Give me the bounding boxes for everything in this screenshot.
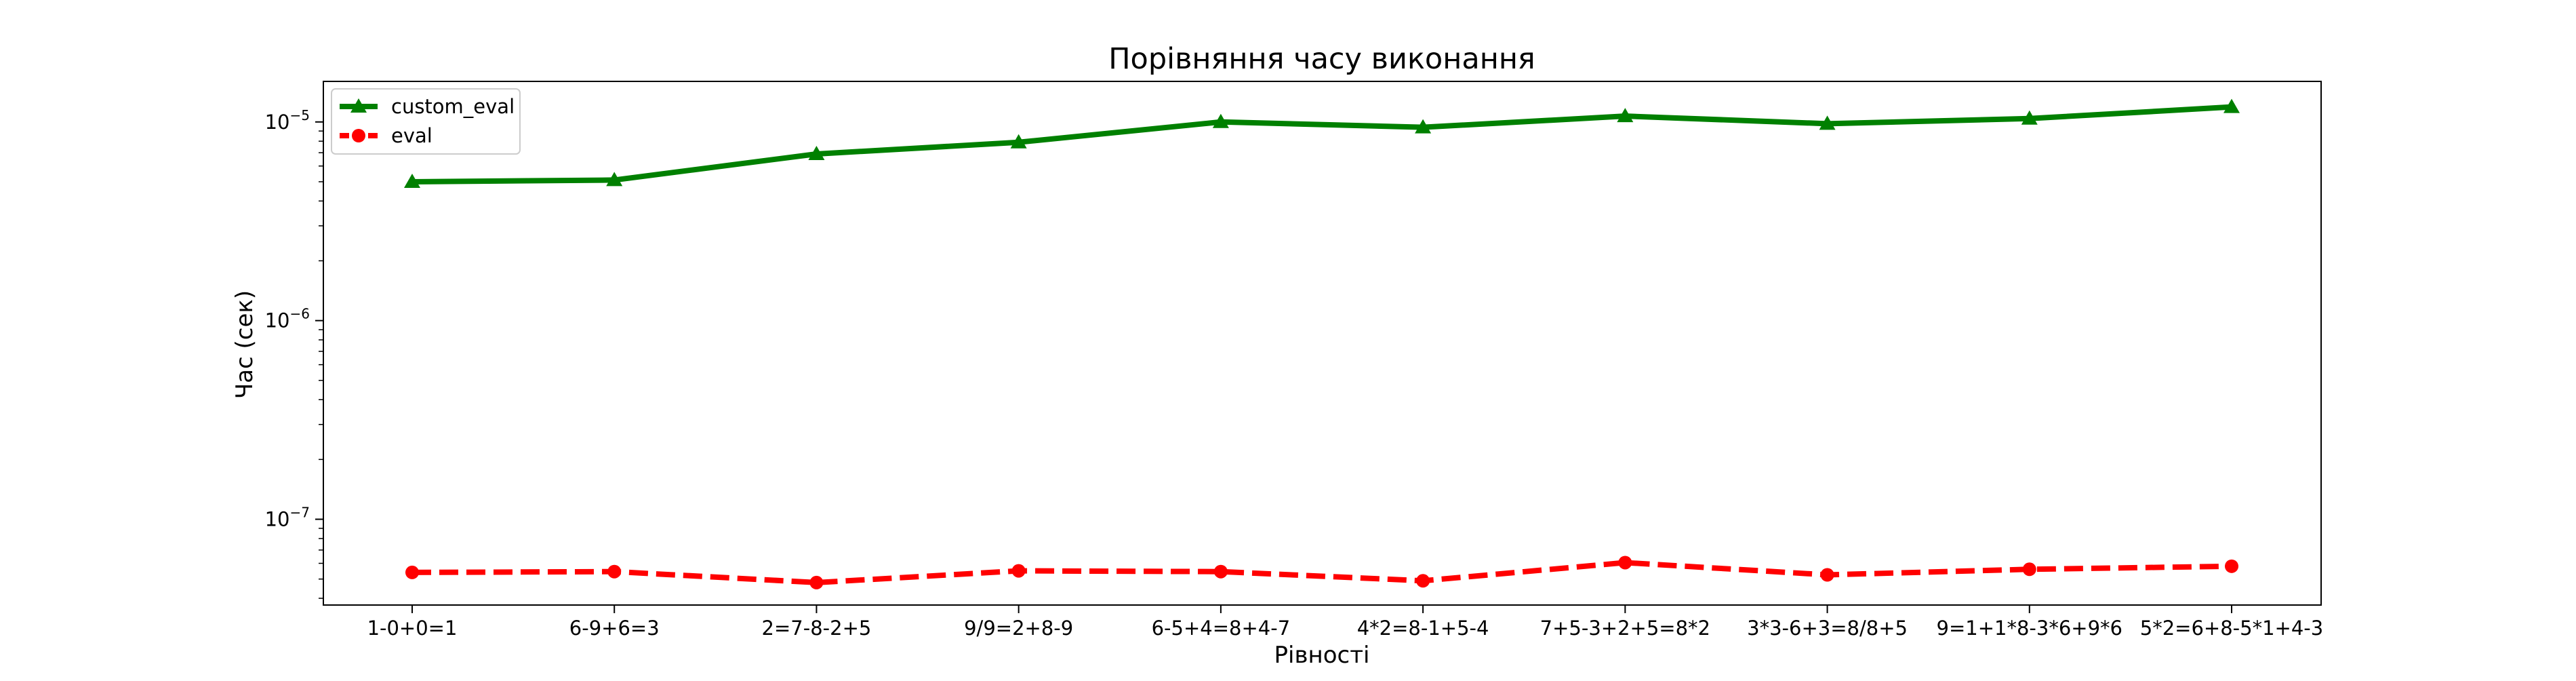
data-point (2021, 110, 2038, 125)
y-tick-label: 10−6 (265, 306, 310, 332)
legend-item: custom_eval (340, 95, 515, 118)
y-tick-label: 10−5 (265, 107, 310, 134)
data-point (1011, 564, 1026, 578)
data-point (808, 145, 825, 160)
x-tick-label: 9=1+1*8-3*6+9*6 (1937, 617, 2122, 640)
x-tick-label: 6-5+4=8+4-7 (1152, 617, 1291, 640)
legend-box (331, 88, 521, 155)
data-point (2225, 559, 2238, 573)
x-tick-label: 1-0+0=1 (367, 617, 458, 640)
x-axis-label: Рівності (1274, 642, 1370, 669)
legend-marker (350, 98, 367, 113)
x-tick-label: 4*2=8-1+5-4 (1357, 617, 1489, 640)
x-tick-label: 2=7-8-2+5 (762, 617, 872, 640)
x-tick-label: 6-9+6=3 (569, 617, 660, 640)
data-point (607, 564, 622, 579)
data-point (1416, 574, 1430, 588)
data-point (809, 575, 824, 589)
legend-marker (352, 129, 365, 142)
chart-title: Порівняння часу виконання (1108, 42, 1535, 76)
data-point (1819, 115, 1836, 130)
x-tick-label: 3*3-6+3=8/8+5 (1747, 617, 1908, 640)
data-point (1212, 113, 1229, 128)
x-tick-label: 9/9=2+8-9 (964, 617, 1073, 640)
data-point (2022, 562, 2036, 577)
data-point (405, 565, 419, 579)
plot-area (323, 81, 2322, 606)
data-point (404, 173, 420, 188)
series-line (411, 104, 2232, 184)
data-point (606, 172, 623, 187)
y-axis-label: Час (сек) (231, 290, 258, 399)
data-point (1820, 568, 1834, 582)
data-point (1618, 556, 1632, 570)
legend-item: eval (340, 124, 432, 147)
x-tick-label: 7+5-3+2+5=8*2 (1540, 617, 1710, 640)
data-point (1415, 119, 1432, 134)
legend-label: custom_eval (391, 95, 515, 118)
data-point (1010, 134, 1027, 149)
data-point (1213, 564, 1228, 579)
data-point (1617, 108, 1634, 123)
series-custom-eval (404, 98, 2240, 188)
series-eval (405, 556, 2238, 589)
legend-label: eval (391, 124, 432, 147)
data-point (2223, 98, 2240, 113)
series-line (411, 560, 2232, 585)
x-tick-label: 5*2=6+8-5*1+4-3 (2140, 617, 2323, 640)
y-tick-label: 10−7 (265, 505, 310, 531)
